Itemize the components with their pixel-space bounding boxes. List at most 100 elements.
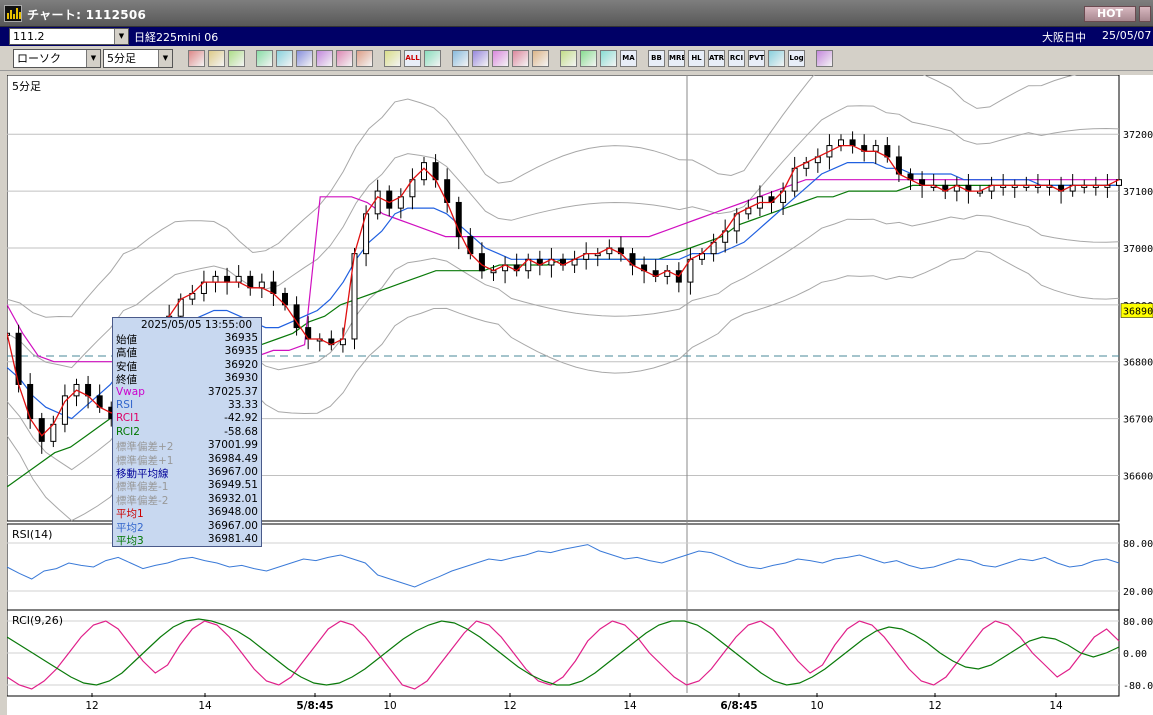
- trash-icon[interactable]: [336, 50, 353, 67]
- candle-icon-1[interactable]: [356, 50, 373, 67]
- ma-icon[interactable]: MA: [620, 50, 637, 67]
- bb-icon[interactable]: BB: [648, 50, 665, 67]
- pencil-icon[interactable]: [228, 50, 245, 67]
- hot-button[interactable]: HOT: [1084, 6, 1136, 22]
- chevron-down-icon[interactable]: ▼: [158, 50, 172, 67]
- hl-icon[interactable]: HL: [688, 50, 705, 67]
- candle-body: [224, 275, 231, 283]
- chevron-down-icon[interactable]: ▼: [114, 29, 128, 44]
- candle-body: [386, 190, 393, 209]
- x-tick-label: 12: [85, 700, 98, 712]
- ohlc-row-label: 平均2: [116, 521, 144, 534]
- pvt-icon[interactable]: PVT: [748, 50, 765, 67]
- ohlc-row-label: RSI: [116, 399, 134, 411]
- ohlc-row-label: 標準偏差-1: [116, 481, 169, 494]
- ohlc-row-label: 標準偏差-2: [116, 494, 169, 507]
- zoom-icon[interactable]: [452, 50, 469, 67]
- ohlc-row-value: 36984.49: [207, 452, 258, 465]
- ohlc-info-panel: 2025/05/05 13:55:00 始値 36935 高値 36935 安値 3692…: [112, 317, 262, 547]
- ohlc-row-label: 安値: [116, 360, 137, 373]
- ohlc-row-value: 36949.51: [207, 479, 258, 492]
- search-icon[interactable]: [188, 50, 205, 67]
- warning-icon[interactable]: [512, 50, 529, 67]
- x-tick-label: 6/8:45: [720, 700, 757, 712]
- ohlc-row: 安値 36920: [116, 358, 260, 373]
- ohlc-row-value: 36935: [224, 345, 258, 358]
- ohlc-datetime: 2025/05/05 13:55:00: [141, 319, 253, 331]
- arrows-icon[interactable]: [492, 50, 509, 67]
- ohlc-row-value: -42.92: [224, 412, 258, 425]
- candle-icon-2[interactable]: [384, 50, 401, 67]
- x-tick-label: 14: [198, 700, 212, 712]
- ohlc-row-value: 37025.37: [207, 385, 258, 398]
- candle-body: [293, 304, 300, 329]
- ohlc-row-label: 平均1: [116, 508, 144, 521]
- settings-icon[interactable]: [532, 50, 549, 67]
- symbol-select[interactable]: 111.2 ▼: [9, 28, 129, 45]
- candle-body: [258, 281, 265, 289]
- cursor-icon[interactable]: [276, 50, 293, 67]
- ohlc-row: 標準偏差+1 36984.49: [116, 452, 260, 467]
- document-icon[interactable]: [316, 50, 333, 67]
- log-icon[interactable]: Log: [788, 50, 805, 67]
- ohlc-row-label: Vwap: [116, 385, 145, 398]
- chart-type-select[interactable]: ローソク ▼: [13, 49, 101, 68]
- symbol-code: 111.2: [13, 30, 45, 43]
- atr-icon[interactable]: ATR: [708, 50, 725, 67]
- ohlc-row-value: 36948.00: [207, 506, 258, 519]
- y-tick-label: 36700: [1123, 415, 1153, 426]
- info-bar: 111.2 ▼ 日経225mini 06 大阪日中 25/05/07: [0, 27, 1153, 46]
- app-icon: [4, 5, 22, 22]
- rci-icon[interactable]: RCI: [728, 50, 745, 67]
- bar-chart-icon[interactable]: [472, 50, 489, 67]
- candle-body: [421, 162, 427, 181]
- candle-body: [455, 201, 462, 238]
- all-icon[interactable]: ALL: [404, 50, 421, 67]
- ohlc-row: 平均3 36981.40: [116, 533, 260, 547]
- x-tick-label: 12: [503, 700, 516, 712]
- volume-icon[interactable]: [600, 50, 617, 67]
- title-bar: チャート: 1112506 HOT: [0, 0, 1153, 27]
- ohlc-row-label: 終値: [116, 374, 137, 387]
- x-tick-label: 5/8:45: [296, 700, 333, 712]
- rsi-panel-label: RSI(14): [12, 528, 53, 541]
- exit-icon[interactable]: [816, 50, 833, 67]
- palette-icon[interactable]: [580, 50, 597, 67]
- rsi-tick-label: 80.00: [1123, 539, 1153, 550]
- candle-body: [374, 190, 381, 215]
- ohlc-row-value: 36932.01: [207, 492, 258, 505]
- ohlc-row: 終値 36930: [116, 372, 260, 387]
- current-price-box: [1120, 303, 1153, 318]
- rsi-line: [7, 544, 1120, 588]
- wrench-icon[interactable]: [560, 50, 577, 67]
- ohlc-row-value: 33.33: [227, 399, 258, 411]
- ma1-line: [7, 144, 1120, 437]
- mre-icon[interactable]: MRE: [668, 50, 685, 67]
- pen-icon[interactable]: [256, 50, 273, 67]
- box-icon[interactable]: [768, 50, 785, 67]
- x-tick-label: 12: [928, 700, 941, 712]
- rci-tick-label: 0.00: [1123, 649, 1147, 660]
- chevron-down-icon[interactable]: ▼: [86, 50, 100, 67]
- ohlc-row-label: 標準偏差+1: [116, 454, 174, 467]
- candle-body: [838, 139, 844, 147]
- ohlc-row: 高値 36935: [116, 345, 260, 359]
- ohlc-row: RCI1 -42.92: [116, 412, 260, 425]
- ohlc-row-label: 移動平均線: [116, 468, 169, 480]
- ohlc-row-value: 36920: [224, 358, 258, 371]
- ohlc-row-value: 37001.99: [207, 439, 258, 452]
- x-tick-label: 10: [810, 700, 823, 712]
- ohlc-row-value: -58.68: [224, 425, 258, 438]
- ohlc-row: RSI 33.33: [116, 399, 260, 412]
- window-icon[interactable]: [208, 50, 225, 67]
- download-icon[interactable]: [424, 50, 441, 67]
- candle-body: [884, 145, 891, 158]
- ohlc-row: 移動平均線 36967.00: [116, 466, 260, 480]
- candle-body: [478, 253, 485, 272]
- candle-body: [235, 275, 242, 283]
- timeframe-select[interactable]: 5分足 ▼: [103, 49, 173, 68]
- undo-icon[interactable]: [296, 50, 313, 67]
- y-tick-label: 37000: [1123, 244, 1153, 255]
- ohlc-row-label: 平均3: [116, 535, 144, 547]
- close-button[interactable]: [1139, 6, 1151, 22]
